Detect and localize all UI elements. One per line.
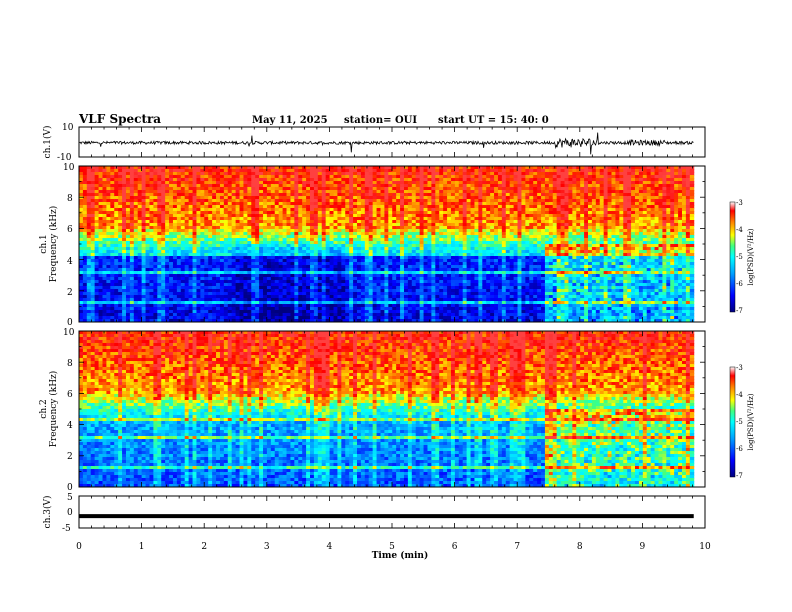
xtick-2: 2	[201, 542, 207, 552]
ch3-ytick-0: 0	[67, 508, 73, 518]
start-time-label: start UT = 15: 40: 0	[438, 115, 549, 126]
station-label: station= OUI	[344, 115, 417, 126]
ch2-spec-ylabel: Frequency (kHz)	[48, 371, 59, 448]
ch2-colorbar-label: log(PSD)(V²/Hz)	[747, 393, 755, 450]
xtick-8: 8	[577, 542, 583, 552]
ch1-spec-ytick-4: 4	[67, 257, 73, 267]
ch1-colorbar-label: log(PSD)(V²/Hz)	[747, 228, 755, 285]
ch2-colorbar	[729, 366, 736, 478]
ch2-spec-ytick-0: 0	[67, 483, 73, 493]
ch2-cb-tick-3: -3	[736, 364, 743, 372]
xtick-9: 9	[640, 542, 646, 552]
x-axis-label: Time (min)	[372, 550, 429, 561]
ch2-spectrogram-image	[79, 331, 695, 488]
ch1-spec-ylabel: Frequency (kHz)	[48, 206, 59, 283]
ch2-spec-ytick-6: 6	[67, 390, 73, 400]
ch1-cb-tick-6: -6	[736, 280, 743, 288]
ch3-ylabel: ch.3(V)	[42, 496, 53, 529]
ch1-spec-ytick-2: 2	[67, 288, 73, 298]
ch1-spec-ytick-6: 6	[67, 225, 73, 235]
ch2-cb-tick-4: -4	[736, 391, 743, 399]
ch1-spectrogram-panel: 10 8 6 4 2 0 ch.1 Frequency (kHz) -3 -4 …	[39, 163, 755, 328]
xtick-5: 5	[389, 542, 395, 552]
x-axis: 0 1 2 3 4 5 6 7 8 9 10 Time (min)	[76, 542, 711, 561]
ch1-cb-tick-5: -5	[736, 253, 743, 261]
ch2-cb-tick-7: -7	[736, 472, 743, 480]
ch1-spec-ylabel-top: ch.1	[39, 234, 49, 253]
xtick-6: 6	[452, 542, 458, 552]
ch1-spec-ytick-0: 0	[67, 318, 73, 328]
ch1-cb-tick-4: -4	[736, 226, 743, 234]
ch1-ytick-bottom: -10	[57, 153, 72, 163]
xtick-0: 0	[76, 542, 82, 552]
ch2-spec-ytick-10: 10	[63, 328, 75, 338]
date-label: May 11, 2025	[252, 115, 328, 126]
ch2-spec-ytick-4: 4	[67, 421, 73, 431]
xtick-4: 4	[327, 542, 333, 552]
ch1-spec-ytick-8: 8	[67, 194, 73, 204]
ch1-cb-tick-3: -3	[736, 199, 743, 207]
ch1-spectrogram-image	[79, 166, 695, 323]
ch3-ytick-neg5: -5	[62, 524, 71, 534]
xtick-10: 10	[699, 542, 711, 552]
xtick-3: 3	[264, 542, 270, 552]
axis-ticks	[78, 127, 706, 528]
ch1-cb-tick-7: -7	[736, 307, 743, 315]
xtick-7: 7	[514, 542, 520, 552]
ch1-waveform-line	[78, 132, 694, 155]
ch1-ylabel: ch.1(V)	[42, 126, 53, 159]
ch2-spec-ylabel-top: ch.2	[39, 399, 49, 418]
ch2-spectrogram-panel: 10 8 6 4 2 0 ch.2 Frequency (kHz) -3 -4 …	[39, 328, 755, 493]
figure-title: VLF Spectra	[78, 112, 161, 126]
ch3-ytick-5: 5	[67, 493, 73, 503]
ch2-cb-tick-5: -5	[736, 418, 743, 426]
ch1-spec-ytick-10: 10	[63, 163, 75, 173]
ch2-spec-ytick-8: 8	[67, 359, 73, 369]
ch2-cb-tick-6: -6	[736, 445, 743, 453]
xtick-1: 1	[139, 542, 145, 552]
ch2-spec-ytick-2: 2	[67, 452, 73, 462]
ch1-colorbar	[729, 201, 736, 313]
ch1-ytick-top: 10	[62, 123, 74, 133]
